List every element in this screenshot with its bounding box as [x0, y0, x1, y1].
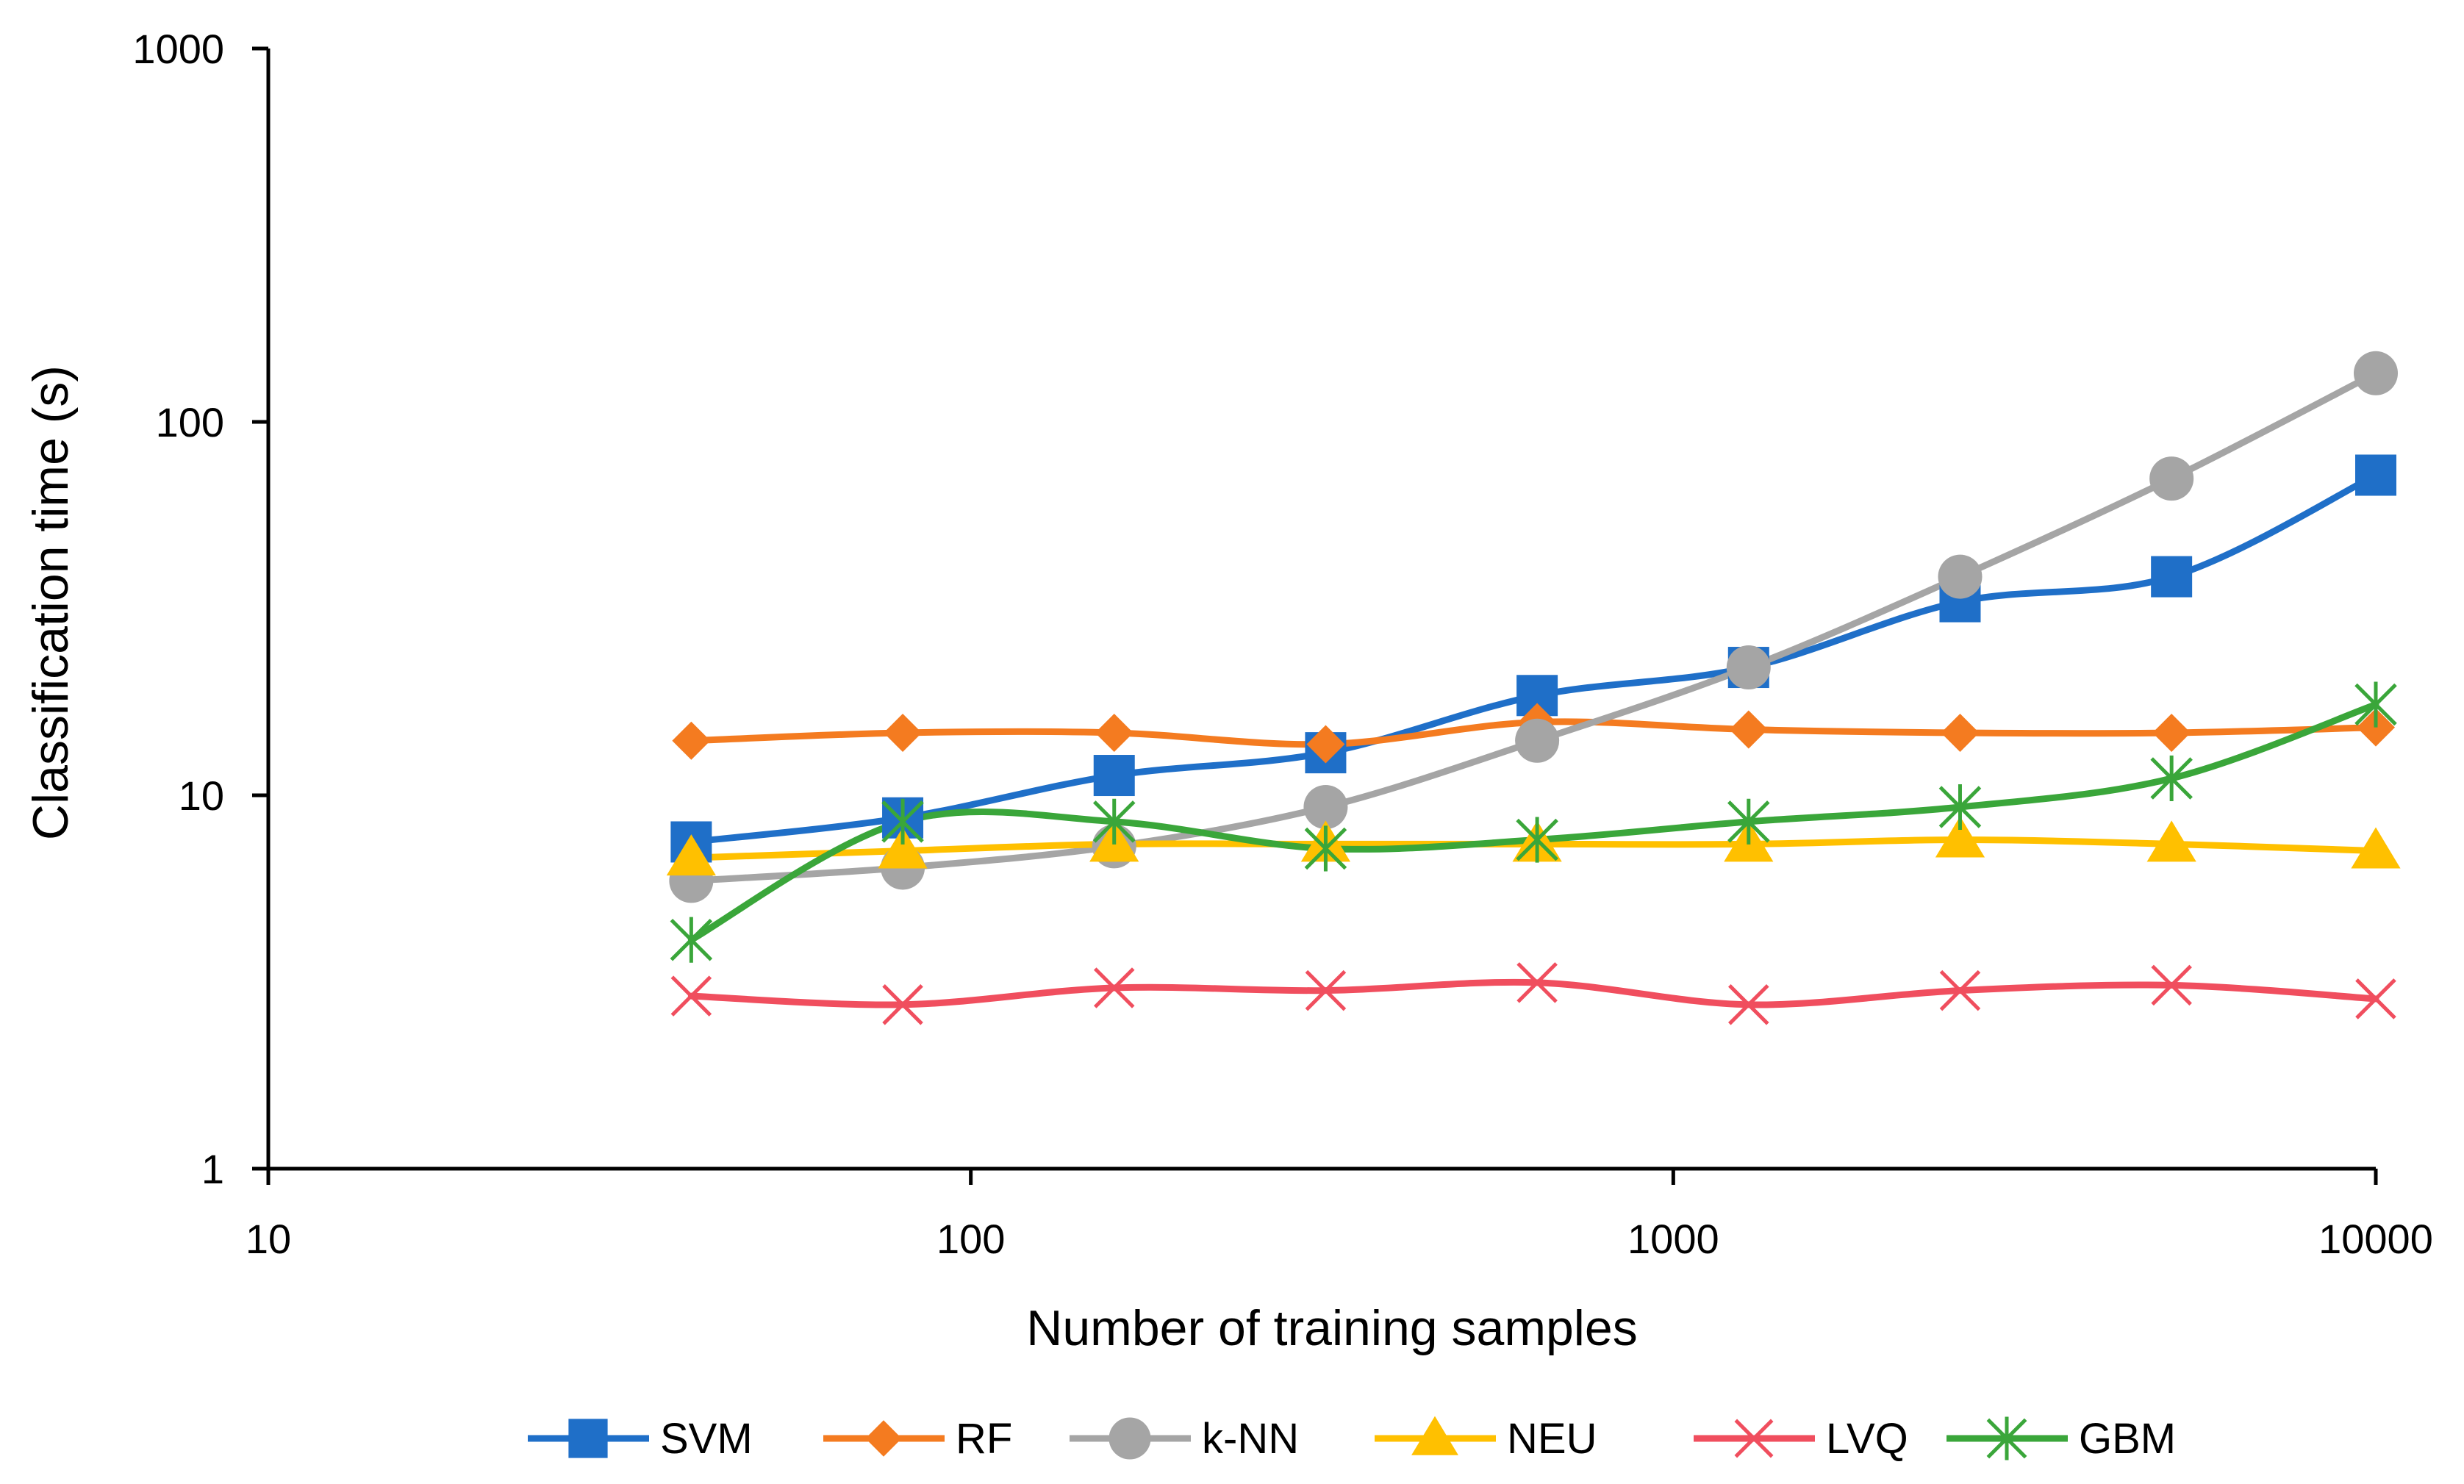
series-line-k-nn	[687, 370, 2379, 884]
data-point-lvq-stroke	[1516, 962, 1558, 1003]
legend-label-neu: NEU	[1507, 1415, 1597, 1463]
data-point-k-nn	[2149, 456, 2194, 501]
legend-label-gbm: GBM	[2079, 1415, 2176, 1463]
data-point-lvq	[1093, 967, 1135, 1008]
data-point-gbm	[2354, 681, 2397, 728]
data-point-lvq-stroke	[1093, 967, 1135, 1008]
data-point-k-nn	[1303, 785, 1348, 830]
legend-marker-gbm	[1986, 1416, 2027, 1460]
data-point-gbm	[1092, 798, 1136, 845]
data-point-lvq-stroke	[2151, 964, 2192, 1006]
data-point-lvq-stroke	[2355, 978, 2396, 1019]
legend-marker-svm	[568, 1419, 608, 1458]
legend-label-lvq: LVQ	[1826, 1415, 1908, 1463]
data-point-svm	[1093, 755, 1135, 797]
data-point-lvq	[2355, 978, 2396, 1019]
data-point-gbm	[1727, 798, 1770, 845]
data-point-lvq	[2151, 964, 2192, 1006]
legend-label-rf: RF	[956, 1415, 1012, 1463]
data-point-neu	[2146, 820, 2196, 862]
data-point-rf	[1095, 714, 1133, 753]
legend-marker-rf	[865, 1420, 902, 1457]
x-axis-title: Number of training samples	[1026, 1300, 1637, 1356]
data-point-k-nn	[1726, 645, 1771, 690]
data-point-gbm	[881, 798, 924, 845]
y-axis-title: Classification time (s)	[23, 365, 79, 840]
legend-marker-neu	[1411, 1416, 1458, 1455]
data-point-gbm	[1938, 784, 1982, 831]
y-tick-label: 10	[179, 773, 224, 819]
data-point-rf	[1729, 710, 1768, 749]
data-point-neu	[2351, 827, 2401, 869]
data-point-lvq-stroke	[670, 975, 712, 1017]
data-point-rf	[1306, 725, 1345, 764]
data-point-svm	[2151, 556, 2193, 598]
data-point-lvq	[1516, 962, 1558, 1003]
data-point-lvq	[1728, 984, 1769, 1025]
data-point-rf	[884, 714, 923, 753]
x-ticks: 10 100 1000 10000	[246, 1169, 2433, 1262]
data-point-lvq-stroke	[1305, 969, 1347, 1011]
y-ticks: 1 10 100 1000	[132, 26, 268, 1192]
data-point-lvq	[1939, 969, 1981, 1011]
data-point-rf	[1941, 714, 1980, 753]
data-point-neu	[1935, 816, 1985, 858]
data-point-rf	[2152, 714, 2191, 753]
legend-marker-lvq-stroke	[1734, 1419, 1774, 1458]
legend-marker-k-nn	[1109, 1417, 1151, 1460]
x-tick-label: 10	[246, 1216, 291, 1262]
legend: SVM RF k-NN NEU LVQ GBM	[528, 1415, 2176, 1463]
data-point-neu	[878, 827, 928, 869]
data-point-svm	[2355, 454, 2396, 496]
data-point-gbm	[1516, 817, 1558, 863]
y-tick-label: 1000	[132, 26, 224, 72]
axes: 1 10 100 1000 10 100 1000 10000	[132, 26, 2432, 1262]
data-point-rf	[2357, 708, 2395, 747]
data-point-gbm	[2150, 755, 2193, 802]
data-point-lvq	[1305, 969, 1347, 1011]
data-point-lvq-stroke	[882, 984, 923, 1025]
y-tick-label: 1	[201, 1146, 224, 1192]
data-point-neu	[666, 834, 716, 876]
x-tick-label: 10000	[2318, 1216, 2433, 1262]
data-point-k-nn	[1938, 554, 1983, 599]
data-point-lvq-stroke	[1939, 969, 1981, 1011]
series-markers	[666, 351, 2401, 1025]
legend-label-svm: SVM	[660, 1415, 753, 1463]
data-point-lvq-stroke	[1728, 984, 1769, 1025]
data-point-gbm	[1304, 825, 1347, 872]
x-tick-label: 100	[936, 1216, 1005, 1262]
legend-marker-lvq	[1734, 1419, 1774, 1458]
data-point-rf	[672, 721, 711, 760]
data-point-lvq	[670, 975, 712, 1017]
y-tick-label: 100	[156, 399, 224, 445]
data-point-lvq	[882, 984, 923, 1025]
legend-label-k-nn: k-NN	[1202, 1415, 1299, 1463]
data-point-k-nn	[1515, 718, 1560, 763]
data-point-gbm	[670, 917, 713, 963]
data-point-k-nn	[2354, 351, 2398, 395]
x-tick-label: 1000	[1627, 1216, 1719, 1262]
